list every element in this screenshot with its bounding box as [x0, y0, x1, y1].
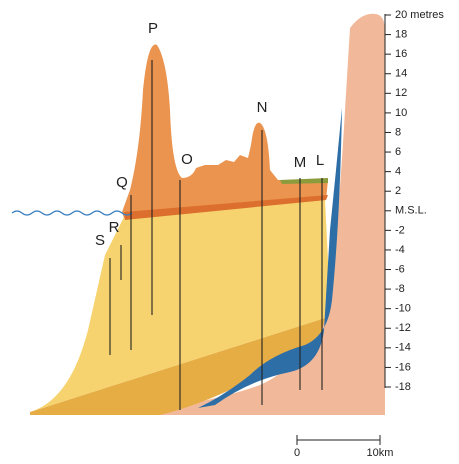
- axis-label: 2: [395, 185, 401, 197]
- axis-label: 16: [395, 48, 407, 60]
- axis-label: -2: [395, 224, 405, 236]
- hills: [122, 45, 328, 218]
- axis-label: 14: [395, 68, 407, 80]
- axis-label: -8: [395, 283, 405, 295]
- axis-label: 20 metres: [395, 9, 444, 21]
- axis-label: 10: [395, 107, 407, 119]
- point-label: S: [95, 232, 105, 249]
- axis-label: -6: [395, 263, 405, 275]
- point-label: O: [181, 151, 193, 168]
- point-label: N: [257, 99, 268, 116]
- point-label: L: [316, 152, 324, 169]
- axis-label: 12: [395, 87, 407, 99]
- point-label: R: [109, 219, 120, 236]
- axis-label: -12: [395, 322, 411, 334]
- point-label: M: [294, 154, 307, 171]
- scale-label: 0: [294, 447, 300, 459]
- axis-label: -14: [395, 342, 411, 354]
- marsh: [280, 178, 328, 184]
- cross-section: 0 10km 20 metres 18 16 14 12 10 8 6 4 2 M.S.L. -2 -4…: [0, 0, 459, 459]
- point-label: Q: [116, 174, 128, 191]
- scale-label: 10km: [367, 447, 394, 459]
- axis-label: -4: [395, 244, 405, 256]
- point-label: P: [148, 20, 158, 37]
- axis-label: -10: [395, 303, 411, 315]
- axis-label: -18: [395, 381, 411, 393]
- axis-label: -16: [395, 361, 411, 373]
- axis-label: 6: [395, 146, 401, 158]
- axis-label: M.S.L.: [395, 205, 427, 217]
- axis-label: 4: [395, 166, 401, 178]
- axis-label: 8: [395, 126, 401, 138]
- axis-label: 18: [395, 28, 407, 40]
- sea-surface: [12, 211, 132, 215]
